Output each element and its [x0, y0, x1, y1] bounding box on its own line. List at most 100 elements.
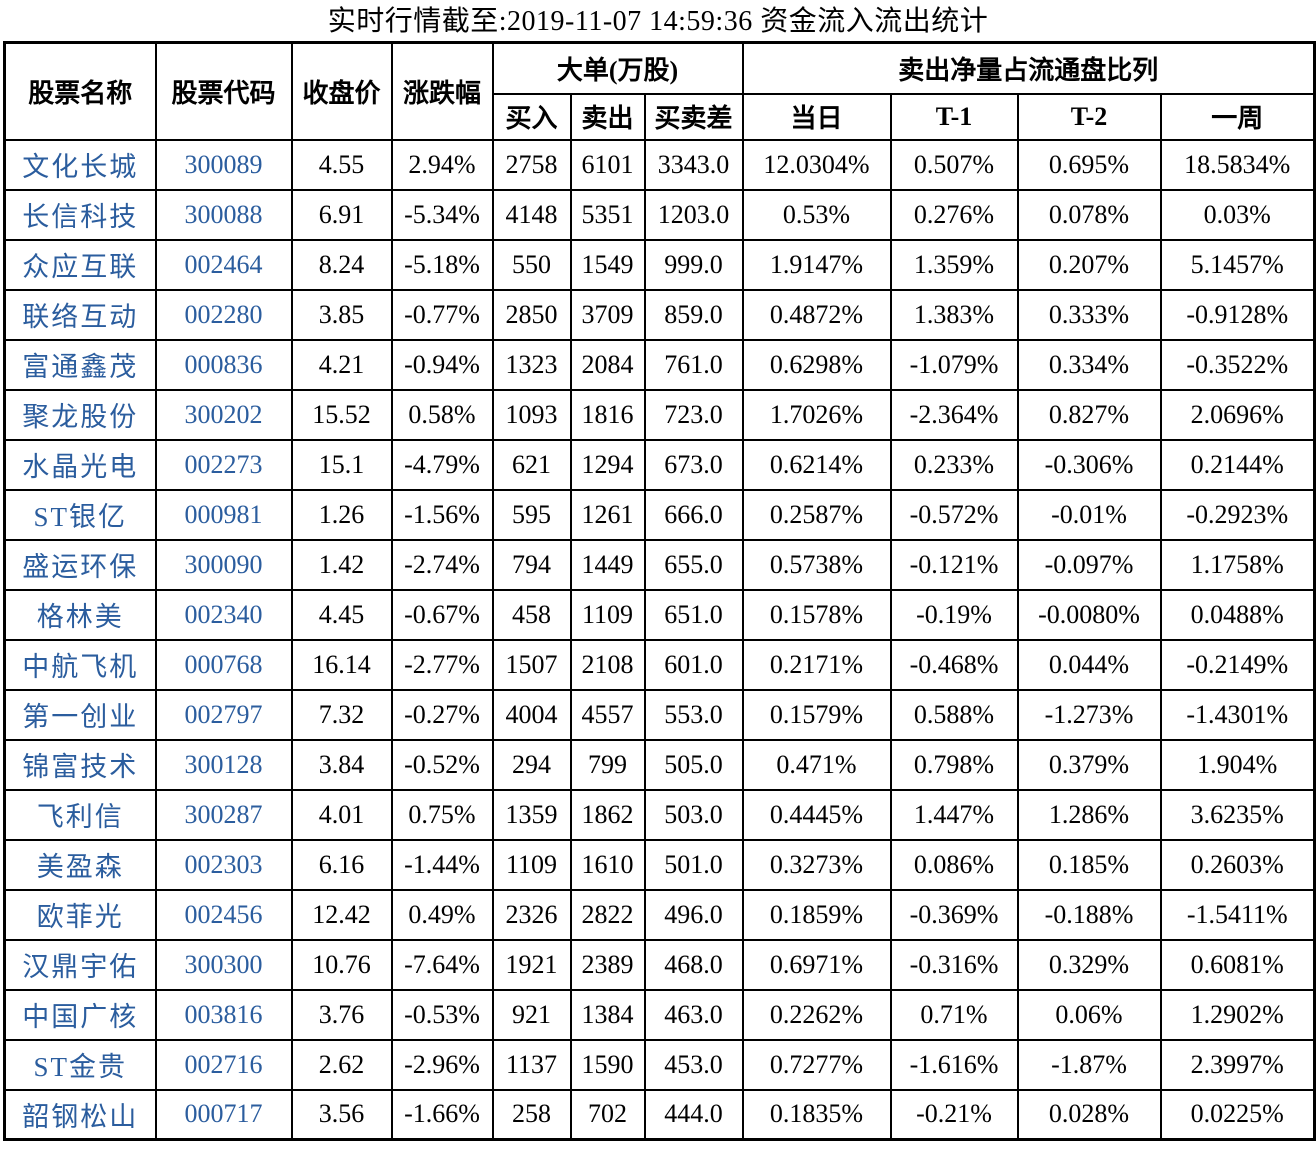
- cell-stock-name[interactable]: 联络互动: [3, 288, 157, 341]
- cell-change-pct: -7.64%: [390, 938, 494, 991]
- cell-stock-code[interactable]: 002456: [154, 888, 293, 941]
- cell-close-price: 15.52: [290, 388, 393, 441]
- cell-ratio-day: 0.1578%: [741, 588, 892, 641]
- cell-stock-code[interactable]: 300128: [154, 738, 293, 791]
- cell-change-pct: -0.52%: [390, 738, 494, 791]
- cell-stock-code[interactable]: 002340: [154, 588, 293, 641]
- cell-stock-code[interactable]: 002273: [154, 438, 293, 491]
- cell-sell-volume: 1449: [569, 538, 646, 591]
- cell-ratio-day: 0.2171%: [741, 638, 892, 691]
- cell-stock-name[interactable]: 文化长城: [3, 138, 157, 191]
- cell-stock-name[interactable]: 聚龙股份: [3, 388, 157, 441]
- cell-stock-code[interactable]: 300300: [154, 938, 293, 991]
- cell-stock-code[interactable]: 002716: [154, 1038, 293, 1091]
- stock-flow-table: 股票名称 股票代码 收盘价 涨跌幅 大单(万股) 卖出净量占流通盘比列 买入 卖…: [3, 41, 1316, 1141]
- cell-ratio-t1: -2.364%: [889, 388, 1019, 441]
- cell-buy-volume: 1359: [491, 788, 572, 841]
- cell-ratio-week: -1.4301%: [1159, 688, 1316, 741]
- cell-close-price: 4.55: [290, 138, 393, 191]
- header-buy-sell-diff: 买卖差: [643, 92, 744, 141]
- cell-change-pct: -0.53%: [390, 988, 494, 1041]
- cell-buy-volume: 1921: [491, 938, 572, 991]
- table-body: 文化长城 300089 4.55 2.94% 2758 6101 3343.0 …: [3, 138, 1316, 1141]
- cell-ratio-day: 0.6298%: [741, 338, 892, 391]
- cell-stock-name[interactable]: 格林美: [3, 588, 157, 641]
- cell-stock-code[interactable]: 000768: [154, 638, 293, 691]
- cell-ratio-t2: -1.273%: [1016, 688, 1162, 741]
- cell-stock-name[interactable]: 第一创业: [3, 688, 157, 741]
- cell-stock-name[interactable]: 汉鼎宇佑: [3, 938, 157, 991]
- cell-ratio-t1: 1.359%: [889, 238, 1019, 291]
- cell-ratio-t1: 0.086%: [889, 838, 1019, 891]
- cell-ratio-day: 0.1835%: [741, 1088, 892, 1141]
- cell-stock-name[interactable]: 美盈森: [3, 838, 157, 891]
- cell-buy-volume: 621: [491, 438, 572, 491]
- cell-buy-sell-diff: 468.0: [643, 938, 744, 991]
- cell-change-pct: 0.49%: [390, 888, 494, 941]
- cell-stock-name[interactable]: 盛运环保: [3, 538, 157, 591]
- cell-stock-code[interactable]: 300202: [154, 388, 293, 441]
- cell-ratio-t2: 0.207%: [1016, 238, 1162, 291]
- cell-sell-volume: 2108: [569, 638, 646, 691]
- cell-stock-code[interactable]: 300287: [154, 788, 293, 841]
- cell-stock-code[interactable]: 300088: [154, 188, 293, 241]
- cell-ratio-week: -0.2149%: [1159, 638, 1316, 691]
- cell-stock-code[interactable]: 002280: [154, 288, 293, 341]
- cell-sell-volume: 2822: [569, 888, 646, 941]
- cell-ratio-week: 2.0696%: [1159, 388, 1316, 441]
- cell-ratio-day: 0.4872%: [741, 288, 892, 341]
- cell-buy-volume: 794: [491, 538, 572, 591]
- cell-stock-code[interactable]: 000836: [154, 338, 293, 391]
- cell-stock-name[interactable]: 锦富技术: [3, 738, 157, 791]
- cell-stock-name[interactable]: 中国广核: [3, 988, 157, 1041]
- cell-ratio-t1: 0.233%: [889, 438, 1019, 491]
- table-row: 美盈森 002303 6.16 -1.44% 1109 1610 501.0 0…: [3, 838, 1316, 891]
- cell-close-price: 3.56: [290, 1088, 393, 1141]
- cell-buy-volume: 550: [491, 238, 572, 291]
- cell-stock-name[interactable]: 长信科技: [3, 188, 157, 241]
- cell-ratio-day: 0.3273%: [741, 838, 892, 891]
- header-week: 一周: [1159, 92, 1316, 141]
- header-stock-name: 股票名称: [3, 41, 157, 141]
- cell-stock-name[interactable]: 韶钢松山: [3, 1088, 157, 1141]
- cell-stock-name[interactable]: ST金贵: [3, 1038, 157, 1091]
- cell-stock-name[interactable]: 中航飞机: [3, 638, 157, 691]
- cell-stock-code[interactable]: 000981: [154, 488, 293, 541]
- header-group-row: 股票名称 股票代码 收盘价 涨跌幅 大单(万股) 卖出净量占流通盘比列: [3, 41, 1316, 141]
- cell-buy-volume: 1323: [491, 338, 572, 391]
- cell-ratio-t2: 0.379%: [1016, 738, 1162, 791]
- table-row: 富通鑫茂 000836 4.21 -0.94% 1323 2084 761.0 …: [3, 338, 1316, 391]
- cell-stock-code[interactable]: 002464: [154, 238, 293, 291]
- cell-buy-sell-diff: 655.0: [643, 538, 744, 591]
- cell-change-pct: -0.67%: [390, 588, 494, 641]
- cell-stock-name[interactable]: 富通鑫茂: [3, 338, 157, 391]
- cell-stock-name[interactable]: 飞利信: [3, 788, 157, 841]
- header-group-sell-net-ratio: 卖出净量占流通盘比列: [741, 41, 1316, 95]
- table-row: 格林美 002340 4.45 -0.67% 458 1109 651.0 0.…: [3, 588, 1316, 641]
- cell-stock-code[interactable]: 300089: [154, 138, 293, 191]
- cell-stock-name[interactable]: 众应互联: [3, 238, 157, 291]
- cell-change-pct: -5.18%: [390, 238, 494, 291]
- cell-stock-code[interactable]: 300090: [154, 538, 293, 591]
- cell-ratio-day: 1.9147%: [741, 238, 892, 291]
- cell-change-pct: -5.34%: [390, 188, 494, 241]
- cell-sell-volume: 702: [569, 1088, 646, 1141]
- cell-ratio-t2: 0.329%: [1016, 938, 1162, 991]
- cell-stock-name[interactable]: 水晶光电: [3, 438, 157, 491]
- header-sub-row: 买入 卖出 买卖差 当日 T-1 T-2 一周: [5, 92, 1316, 141]
- cell-stock-code[interactable]: 002303: [154, 838, 293, 891]
- cell-stock-name[interactable]: 欧菲光: [3, 888, 157, 941]
- cell-stock-code[interactable]: 000717: [154, 1088, 293, 1141]
- cell-stock-name[interactable]: ST银亿: [3, 488, 157, 541]
- cell-ratio-week: -1.5411%: [1159, 888, 1316, 941]
- cell-stock-code[interactable]: 003816: [154, 988, 293, 1041]
- cell-buy-volume: 4148: [491, 188, 572, 241]
- cell-buy-sell-diff: 444.0: [643, 1088, 744, 1141]
- cell-buy-volume: 1137: [491, 1038, 572, 1091]
- cell-stock-code[interactable]: 002797: [154, 688, 293, 741]
- cell-ratio-t2: 0.695%: [1016, 138, 1162, 191]
- cell-close-price: 4.21: [290, 338, 393, 391]
- cell-ratio-t1: -1.079%: [889, 338, 1019, 391]
- cell-ratio-day: 0.4445%: [741, 788, 892, 841]
- cell-buy-volume: 258: [491, 1088, 572, 1141]
